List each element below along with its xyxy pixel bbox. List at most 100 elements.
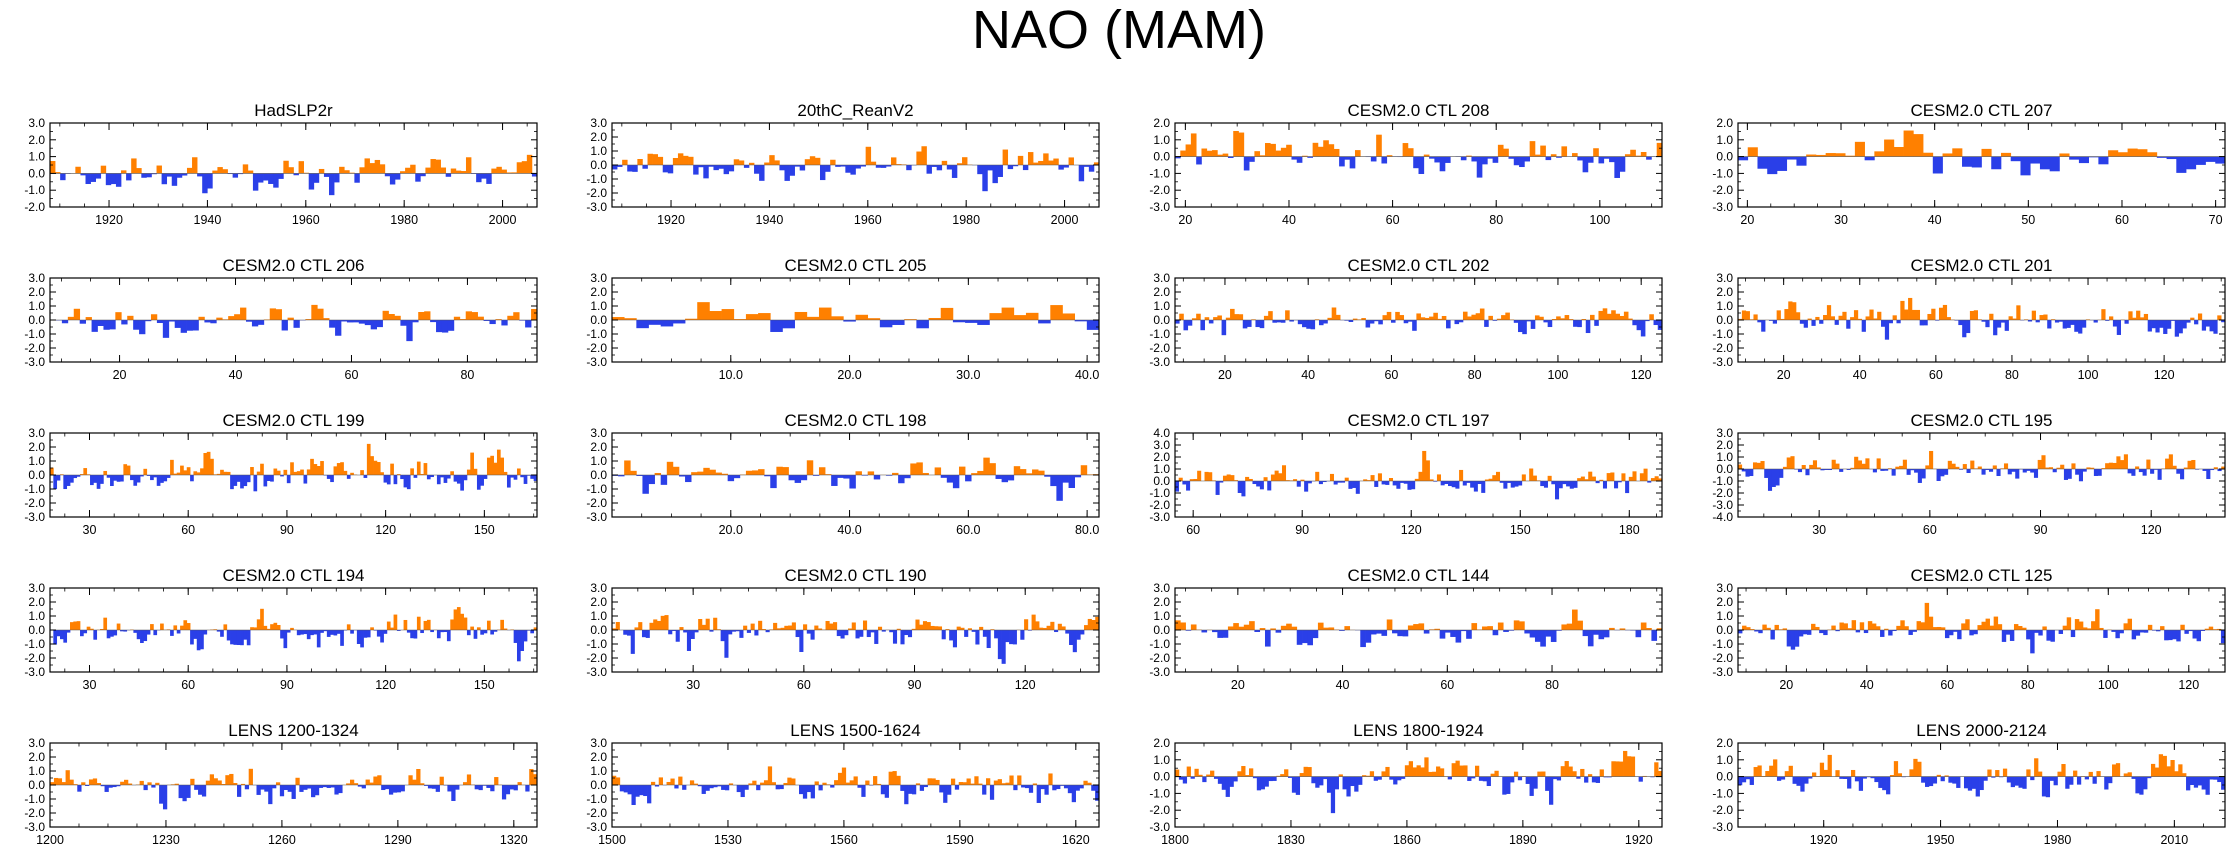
positive-anomaly-bar xyxy=(344,170,350,174)
y-tick-label: 0.0 xyxy=(590,158,607,172)
negative-anomaly-bar xyxy=(2093,469,2098,476)
x-tick-label: 30 xyxy=(83,523,97,537)
positive-anomaly-bar xyxy=(81,782,86,785)
positive-anomaly-bar xyxy=(1270,143,1276,157)
positive-anomaly-bar xyxy=(806,316,820,320)
positive-anomaly-bar xyxy=(764,162,770,165)
negative-anomaly-bar xyxy=(735,630,740,632)
negative-anomaly-bar xyxy=(80,173,86,176)
x-tick-label: 1530 xyxy=(714,833,742,847)
negative-anomaly-bar xyxy=(1444,481,1449,485)
negative-anomaly-bar xyxy=(2015,469,2020,479)
negative-anomaly-bar xyxy=(1275,630,1282,633)
x-tick-label: 1560 xyxy=(830,833,858,847)
positive-anomaly-bar xyxy=(1180,622,1186,630)
positive-anomaly-bar xyxy=(1752,462,1758,469)
negative-anomaly-bar xyxy=(93,630,98,640)
positive-anomaly-bar xyxy=(501,169,507,174)
negative-anomaly-bar xyxy=(460,475,464,491)
negative-anomaly-bar xyxy=(2045,776,2051,798)
positive-anomaly-bar xyxy=(373,460,378,475)
positive-anomaly-bar xyxy=(1839,622,1844,630)
negative-anomaly-bar xyxy=(1348,320,1354,322)
positive-anomaly-bar xyxy=(1917,761,1922,777)
negative-anomaly-bar xyxy=(431,785,437,789)
y-tick-label: 1.0 xyxy=(1716,753,1733,767)
positive-anomaly-bar xyxy=(1422,450,1427,481)
negative-anomaly-bar xyxy=(130,475,134,481)
negative-anomaly-bar xyxy=(1200,320,1205,331)
negative-anomaly-bar xyxy=(849,475,856,489)
negative-anomaly-bar xyxy=(1358,776,1363,785)
x-tick-label: 150 xyxy=(1510,523,1531,537)
negative-anomaly-bar xyxy=(2027,320,2033,322)
positive-anomaly-bar xyxy=(1412,767,1417,777)
positive-anomaly-bar xyxy=(1753,314,1758,320)
negative-anomaly-bar xyxy=(193,630,198,639)
positive-anomaly-bar xyxy=(2018,626,2023,630)
negative-anomaly-bar xyxy=(110,475,114,486)
positive-anomaly-bar xyxy=(183,470,188,475)
negative-anomaly-bar xyxy=(1360,630,1366,648)
negative-anomaly-bar xyxy=(709,630,714,632)
positive-anomaly-bar xyxy=(1317,146,1324,157)
positive-anomaly-bar xyxy=(503,471,508,475)
positive-anomaly-bar xyxy=(1876,458,1881,469)
positive-anomaly-bar xyxy=(2187,460,2192,469)
x-tick-label: 60.0 xyxy=(956,523,980,537)
negative-anomaly-bar xyxy=(1215,481,1220,495)
positive-anomaly-bar xyxy=(818,467,826,475)
negative-anomaly-bar xyxy=(1044,475,1051,477)
positive-anomaly-bar xyxy=(1293,479,1298,481)
negative-anomaly-bar xyxy=(1513,156,1520,166)
x-tick-label: 1590 xyxy=(946,833,974,847)
positive-anomaly-bar xyxy=(1902,459,1907,469)
positive-anomaly-bar xyxy=(1377,473,1382,481)
negative-anomaly-bar xyxy=(1012,165,1019,167)
positive-anomaly-bar xyxy=(1013,466,1021,475)
nao-panel: CESM2.0 CTL 1953.02.01.00.0-1.0-2.0-3.0-… xyxy=(1712,411,2226,537)
positive-anomaly-bar xyxy=(1038,160,1044,165)
negative-anomaly-bar xyxy=(1492,156,1499,163)
positive-anomaly-bar xyxy=(213,629,218,630)
negative-anomaly-bar xyxy=(1547,320,1553,328)
positive-anomaly-bar xyxy=(2095,609,2100,630)
positive-anomaly-bar xyxy=(466,774,472,785)
positive-anomaly-bar xyxy=(2212,629,2218,630)
y-tick-label: 1.0 xyxy=(590,299,607,313)
negative-anomaly-bar xyxy=(724,630,729,658)
negative-anomaly-bar xyxy=(836,630,841,637)
y-tick-label: -3.0 xyxy=(586,510,607,524)
negative-anomaly-bar xyxy=(1529,776,1534,796)
negative-anomaly-bar xyxy=(2035,320,2040,323)
negative-anomaly-bar xyxy=(2206,469,2211,480)
negative-anomaly-bar xyxy=(329,320,336,328)
negative-anomaly-bar xyxy=(1558,481,1563,489)
negative-anomaly-bar xyxy=(1522,320,1527,335)
negative-anomaly-bar xyxy=(283,630,288,649)
positive-anomaly-bar xyxy=(1974,468,1979,469)
negative-anomaly-bar xyxy=(647,785,652,804)
negative-anomaly-bar xyxy=(210,320,217,324)
negative-anomaly-bar xyxy=(1448,481,1453,487)
negative-anomaly-bar xyxy=(278,173,284,179)
negative-anomaly-bar xyxy=(1376,630,1382,634)
positive-anomaly-bar xyxy=(1466,155,1472,157)
negative-anomaly-bar xyxy=(1221,320,1227,336)
negative-anomaly-bar xyxy=(153,630,158,636)
y-tick-label: 1.0 xyxy=(1153,609,1170,623)
nao-panel: CESM2.0 CTL 1443.02.01.00.0-1.0-2.0-3.02… xyxy=(1149,566,1663,692)
negative-anomaly-bar xyxy=(430,475,434,478)
panel-title: CESM2.0 CTL 205 xyxy=(784,256,926,275)
negative-anomaly-bar xyxy=(246,630,251,646)
positive-anomaly-bar xyxy=(1222,153,1229,157)
positive-anomaly-bar xyxy=(1033,162,1039,165)
negative-anomaly-bar xyxy=(243,475,248,487)
y-tick-label: 1.0 xyxy=(28,150,45,164)
negative-anomaly-bar xyxy=(66,475,71,486)
positive-anomaly-bar xyxy=(210,458,214,475)
positive-anomaly-bar xyxy=(1745,311,1750,320)
positive-anomaly-bar xyxy=(1488,315,1493,320)
positive-anomaly-bar xyxy=(1977,319,1982,320)
negative-anomaly-bar xyxy=(70,475,74,483)
